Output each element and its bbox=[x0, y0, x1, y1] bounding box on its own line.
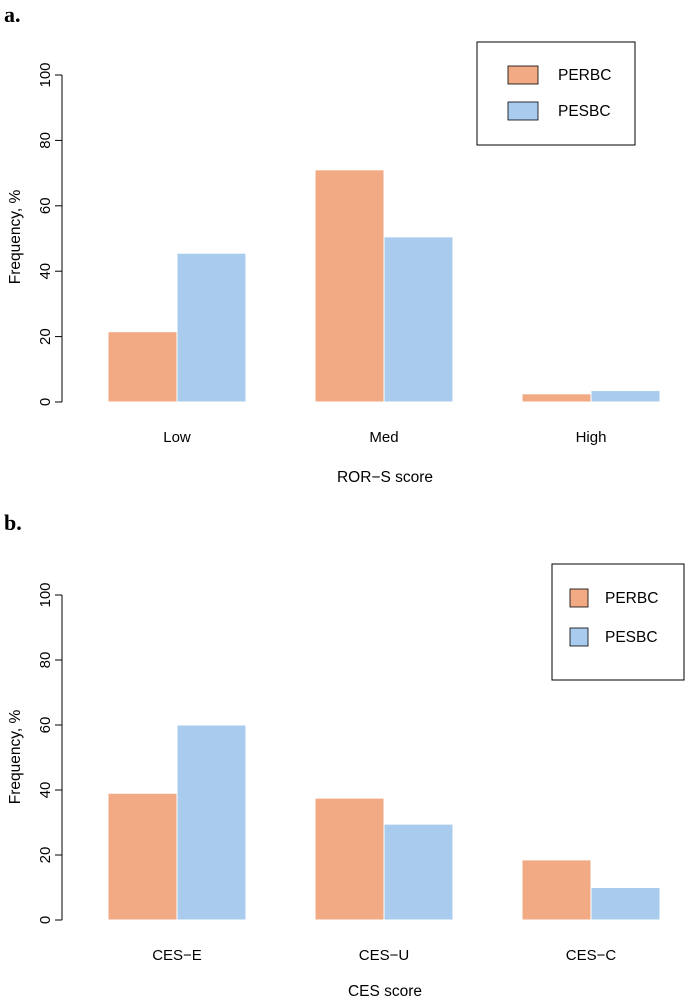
legend-label-pesbc: PESBC bbox=[558, 103, 611, 120]
bar-perbc-2 bbox=[521, 393, 592, 403]
y-tick-label: 60 bbox=[37, 197, 54, 214]
x-axis-ticks: Low Med High bbox=[163, 429, 606, 446]
y-axis: 0 20 40 60 80 100 bbox=[37, 582, 63, 924]
legend-swatch-perbc bbox=[507, 65, 539, 85]
bar-perbc-2 bbox=[521, 859, 592, 921]
bar-group bbox=[107, 724, 661, 921]
legend: PERBC PESBC bbox=[551, 563, 685, 681]
x-tick-label: Med bbox=[369, 429, 398, 446]
x-axis-ticks: CES−E CES−U CES−C bbox=[152, 947, 616, 964]
y-tick-label: 80 bbox=[37, 652, 54, 669]
legend-swatch-pesbc bbox=[507, 101, 539, 121]
bar-pesbc-1 bbox=[383, 823, 454, 921]
legend-label-perbc: PERBC bbox=[605, 590, 658, 607]
panel-label: a. bbox=[4, 2, 21, 27]
y-tick-label: 60 bbox=[37, 717, 54, 734]
panel-a: a. Frequency, % ROR−S score 0 20 40 60 80 100… bbox=[4, 2, 661, 486]
y-tick-label: 20 bbox=[37, 328, 54, 345]
bar-perbc-1 bbox=[314, 169, 385, 403]
bar-perbc-0 bbox=[107, 331, 178, 403]
bar-pesbc-0 bbox=[176, 724, 247, 921]
x-tick-label: Low bbox=[163, 429, 191, 446]
panel-label: b. bbox=[4, 510, 22, 535]
x-axis-title: ROR−S score bbox=[337, 469, 433, 486]
legend-swatch-pesbc bbox=[569, 627, 589, 647]
x-axis-title: CES score bbox=[348, 983, 422, 1000]
y-axis-title: Frequency, % bbox=[7, 190, 24, 285]
bar-group bbox=[107, 169, 661, 403]
y-axis-title: Frequency, % bbox=[7, 710, 24, 805]
x-tick-label: CES−U bbox=[359, 947, 409, 964]
x-tick-label: CES−E bbox=[152, 947, 202, 964]
legend-label-perbc: PERBC bbox=[558, 67, 611, 84]
bar-pesbc-2 bbox=[590, 390, 661, 403]
legend-box bbox=[476, 41, 636, 146]
y-tick-label: 100 bbox=[37, 582, 54, 607]
y-axis: 0 20 40 60 80 100 bbox=[37, 62, 63, 406]
y-tick-label: 40 bbox=[37, 782, 54, 799]
bar-pesbc-1 bbox=[383, 236, 454, 403]
bar-perbc-1 bbox=[314, 797, 385, 921]
bar-pesbc-2 bbox=[590, 887, 661, 921]
x-tick-label: High bbox=[576, 429, 607, 446]
legend-swatch-perbc bbox=[569, 588, 589, 608]
legend-box bbox=[551, 563, 685, 681]
x-tick-label: CES−C bbox=[566, 947, 617, 964]
y-tick-label: 80 bbox=[37, 132, 54, 149]
y-tick-label: 100 bbox=[37, 62, 54, 87]
panel-b: b. Frequency, % CES score 0 20 40 60 80 100 C… bbox=[4, 510, 685, 1000]
y-tick-label: 40 bbox=[37, 263, 54, 280]
y-tick-label: 0 bbox=[37, 916, 54, 924]
bar-perbc-0 bbox=[107, 792, 178, 921]
y-tick-label: 0 bbox=[37, 398, 54, 406]
legend: PERBC PESBC bbox=[476, 41, 636, 146]
y-tick-label: 20 bbox=[37, 847, 54, 864]
bar-pesbc-0 bbox=[176, 252, 247, 403]
legend-label-pesbc: PESBC bbox=[605, 629, 658, 646]
